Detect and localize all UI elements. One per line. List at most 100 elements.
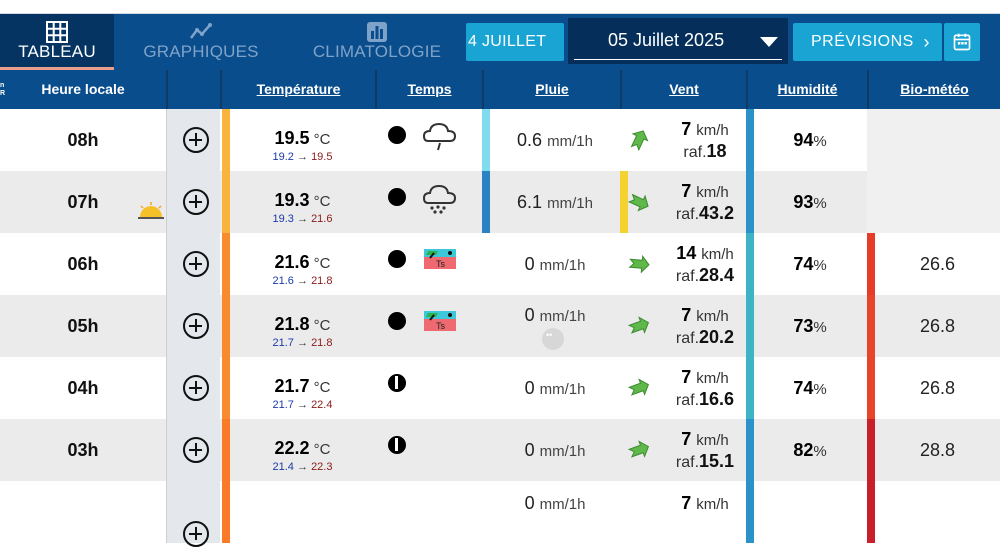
temperature-color-bar bbox=[222, 171, 230, 233]
temperature-range: 19.2 → 19.5 bbox=[272, 151, 333, 163]
forecast-button[interactable]: PRÉVISIONS › bbox=[793, 23, 942, 61]
hour-cell: 03h bbox=[67, 440, 99, 460]
temperature-cell: 19.5 °C 19.2 → 19.5 bbox=[230, 109, 375, 171]
temperature-value: 22.2 °C bbox=[274, 438, 331, 458]
date-select[interactable]: 05 Juillet 2025 bbox=[568, 18, 788, 64]
header-wind[interactable]: Vent bbox=[622, 70, 746, 109]
rain-color-bar bbox=[482, 171, 490, 233]
svg-text:Ts: Ts bbox=[436, 321, 446, 331]
calendar-button[interactable] bbox=[944, 23, 980, 61]
wind-speed: 7 km/h bbox=[681, 493, 729, 513]
tab-climatologie[interactable]: CLIMATOLOGIE bbox=[302, 14, 452, 70]
biometeo-cell: 28.8 bbox=[919, 440, 956, 460]
temperature-color-bar bbox=[222, 109, 230, 171]
previous-day-button[interactable]: 4 JUILLET bbox=[466, 23, 564, 61]
humidity-color-bar bbox=[746, 109, 754, 171]
hour-cell: 06h bbox=[67, 254, 99, 274]
temperature-range: 21.6 → 21.8 bbox=[272, 275, 333, 287]
tab-graphiques-label: GRAPHIQUES bbox=[143, 42, 259, 61]
wind-gust: raf.16.6 bbox=[675, 389, 735, 409]
temperature-color-bar bbox=[222, 481, 230, 543]
humidity-cell bbox=[754, 481, 866, 543]
hour-cell: 07h bbox=[67, 192, 99, 212]
plus-circle-icon[interactable] bbox=[183, 127, 209, 153]
wind-speed: 7 km/h bbox=[681, 305, 729, 325]
temperature-value: 19.5 °C bbox=[274, 128, 331, 148]
humidity-color-bar bbox=[746, 233, 754, 295]
rain-cloud-icon bbox=[422, 122, 457, 151]
temperature-cell: 21.7 °C 21.7 → 22.4 bbox=[230, 357, 375, 419]
header-weather[interactable]: Temps bbox=[377, 70, 482, 109]
weather-cell bbox=[376, 419, 482, 481]
temperature-value: 21.6 °C bbox=[274, 252, 331, 272]
tab-graphiques[interactable]: GRAPHIQUES bbox=[132, 14, 270, 70]
table-row: 04h 21.7 °C 21.7 → 22.4 0 mm/1h 7 km/h raf.16… bbox=[0, 357, 1000, 419]
header-rain[interactable]: Pluie bbox=[484, 70, 620, 109]
temperature-cell: 19.3 °C 19.3 → 21.6 bbox=[230, 171, 375, 233]
biometeo-cell: 26.8 bbox=[919, 378, 956, 398]
sunrise-icon bbox=[138, 202, 164, 219]
header-separator bbox=[220, 70, 222, 109]
half-moon-icon bbox=[388, 436, 406, 454]
table-row: 06h 21.6 °C 21.6 → 21.8 Ts 0 mm/1h 14 km/h raf… bbox=[0, 233, 1000, 295]
expand-row-cell bbox=[166, 481, 220, 547]
wind-direction-arrow-icon bbox=[628, 378, 650, 396]
wind-speed: 7 km/h bbox=[681, 181, 729, 201]
temperature-value: 21.7 °C bbox=[274, 376, 331, 396]
top-strip bbox=[0, 0, 1000, 14]
wind-color-bar bbox=[620, 171, 628, 233]
biometeo-color-bar bbox=[867, 481, 875, 543]
humidity-cell: 74% bbox=[793, 254, 827, 274]
plus-circle-icon[interactable] bbox=[183, 189, 209, 215]
temperature-range: 21.4 → 22.3 bbox=[272, 461, 333, 473]
wind-cell: 14 km/h raf.28.4 bbox=[628, 233, 746, 295]
table-row: 08h 19.5 °C 19.2 → 19.5 0.6 mm/1h 7 km/h raf.… bbox=[0, 109, 1000, 171]
wind-cell: 7 km/h raf.16.6 bbox=[628, 357, 746, 419]
rain-value: 0 mm/1h bbox=[524, 378, 586, 398]
wind-gust: raf.28.4 bbox=[675, 265, 735, 285]
header-temperature-label: Température bbox=[256, 81, 341, 97]
dark-sky-icon bbox=[388, 188, 406, 206]
humidity-cell: 74% bbox=[793, 378, 827, 398]
table-row: 0 mm/1h 7 km/h bbox=[0, 481, 1000, 547]
temperature-cell: 21.6 °C 21.6 → 21.8 bbox=[230, 233, 375, 295]
chevron-right-icon: › bbox=[923, 32, 930, 52]
dark-sky-icon bbox=[388, 126, 406, 144]
expand-row-cell bbox=[166, 357, 220, 419]
plus-circle-icon[interactable] bbox=[183, 251, 209, 277]
header-humidity-label: Humidité bbox=[777, 81, 838, 97]
wind-speed: 7 km/h bbox=[681, 119, 729, 139]
date-select-value: 05 Juillet 2025 bbox=[608, 30, 725, 50]
dark-sky-icon bbox=[388, 250, 406, 268]
rain-cell: 0 mm/1h bbox=[490, 481, 620, 543]
header-separator bbox=[375, 70, 377, 109]
plus-circle-icon[interactable] bbox=[183, 313, 209, 339]
header-temperature[interactable]: Température bbox=[222, 70, 375, 109]
hour-cell bbox=[0, 481, 166, 543]
humidity-color-bar bbox=[746, 481, 754, 543]
temperature-cell: 22.2 °C 21.4 → 22.3 bbox=[230, 419, 375, 481]
header-biometeo[interactable]: Bio-météo bbox=[869, 70, 1000, 109]
rain-cell: 6.1 mm/1h bbox=[490, 171, 620, 233]
date-select-underline bbox=[574, 59, 782, 60]
rain-value: 0 mm/1h bbox=[524, 440, 586, 460]
plus-circle-icon[interactable] bbox=[183, 375, 209, 401]
plus-circle-icon[interactable] bbox=[183, 521, 209, 547]
wind-speed: 14 km/h bbox=[676, 243, 734, 263]
weather-cell bbox=[376, 481, 482, 543]
wind-direction-arrow-icon bbox=[628, 440, 650, 458]
wind-gust: raf.15.1 bbox=[675, 451, 735, 471]
hour-cell: 04h bbox=[67, 378, 99, 398]
rain-value: 0 mm/1h bbox=[524, 305, 586, 325]
expand-row-cell bbox=[166, 233, 220, 295]
expand-row-cell bbox=[166, 171, 220, 233]
wind-direction-arrow-icon bbox=[628, 254, 650, 274]
temperature-cell bbox=[230, 481, 375, 543]
half-moon-icon bbox=[388, 374, 406, 392]
biometeo-cell: 26.6 bbox=[919, 254, 956, 274]
rain-cell: 0 mm/1h bbox=[490, 295, 620, 357]
tab-tableau[interactable]: TABLEAU bbox=[0, 14, 114, 70]
plus-circle-icon[interactable] bbox=[183, 437, 209, 463]
temperature-range: 21.7 → 22.4 bbox=[272, 399, 333, 411]
header-humidity[interactable]: Humidité bbox=[748, 70, 867, 109]
